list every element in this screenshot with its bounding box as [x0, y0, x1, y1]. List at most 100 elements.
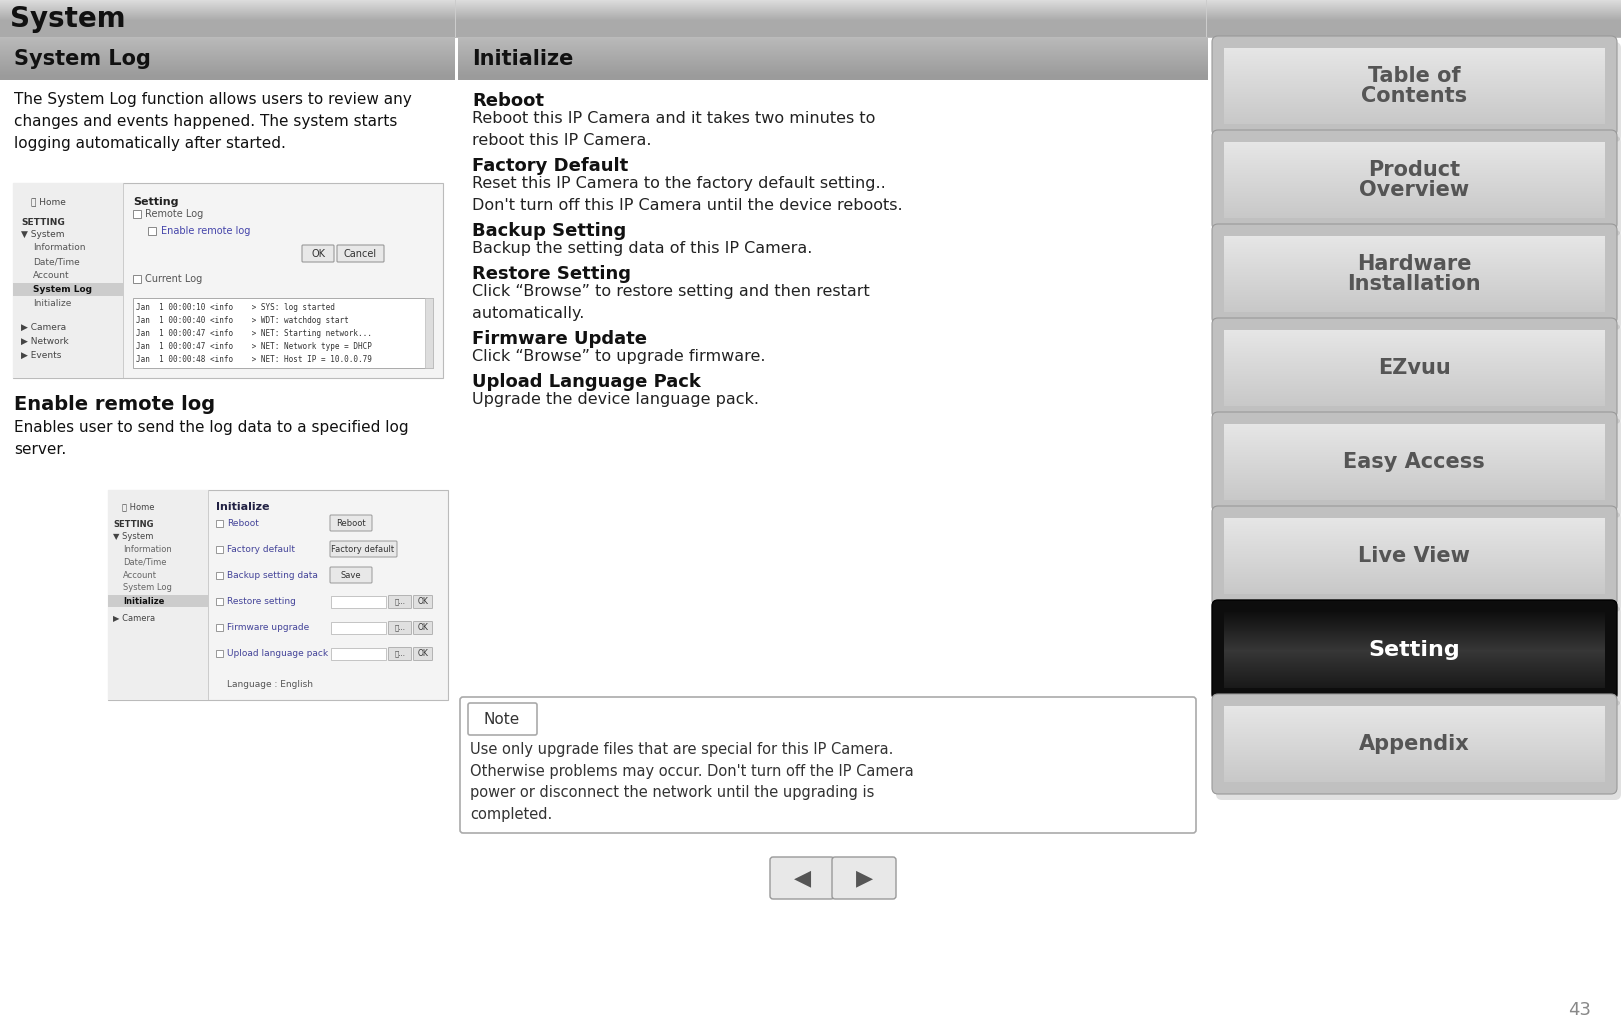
Bar: [109, 490, 447, 700]
Text: Table of: Table of: [1368, 66, 1461, 86]
FancyBboxPatch shape: [1216, 606, 1621, 706]
Text: ▶ Camera: ▶ Camera: [21, 323, 66, 332]
Text: Save: Save: [340, 571, 361, 580]
FancyBboxPatch shape: [1213, 130, 1618, 230]
Text: Setting: Setting: [133, 197, 178, 207]
Text: Product: Product: [1368, 160, 1461, 180]
FancyBboxPatch shape: [1216, 512, 1621, 612]
Text: Easy Access: Easy Access: [1344, 452, 1485, 472]
Text: SETTING: SETTING: [21, 218, 65, 227]
Text: ▶ Camera: ▶ Camera: [113, 613, 156, 622]
Text: Firmware upgrade: Firmware upgrade: [227, 622, 310, 632]
Text: Upgrade the device language pack.: Upgrade the device language pack.: [472, 392, 759, 407]
FancyBboxPatch shape: [389, 621, 412, 635]
FancyBboxPatch shape: [337, 245, 384, 262]
Text: Note: Note: [485, 711, 520, 727]
FancyBboxPatch shape: [1216, 324, 1621, 424]
Text: ▶ Events: ▶ Events: [21, 351, 62, 360]
Text: Hardware: Hardware: [1357, 254, 1472, 275]
FancyBboxPatch shape: [460, 697, 1196, 833]
Text: Information: Information: [32, 244, 86, 253]
Text: Cancel: Cancel: [344, 249, 376, 259]
Bar: [133, 209, 141, 218]
Text: ▼ System: ▼ System: [21, 230, 65, 239]
Bar: [13, 183, 123, 378]
Text: Account: Account: [123, 571, 157, 580]
Text: System Log: System Log: [15, 49, 151, 69]
Text: automatically.: automatically.: [472, 307, 585, 321]
FancyBboxPatch shape: [1213, 224, 1618, 324]
Text: EZvuu: EZvuu: [1378, 358, 1451, 378]
Text: Jan  1 00:00:47 <info    > NET: Starting network...: Jan 1 00:00:47 <info > NET: Starting net…: [136, 329, 371, 338]
Text: The System Log function allows users to review any
changes and events happened. : The System Log function allows users to …: [15, 92, 412, 152]
Text: Current Log: Current Log: [144, 275, 203, 284]
Text: Live View: Live View: [1358, 546, 1470, 566]
Bar: [109, 490, 207, 700]
Text: Upload Language Pack: Upload Language Pack: [472, 373, 700, 391]
Text: Overview: Overview: [1358, 180, 1469, 200]
Bar: [109, 595, 207, 607]
Text: Reboot: Reboot: [227, 518, 259, 527]
Text: Factory Default: Factory Default: [472, 157, 629, 175]
Bar: [216, 598, 224, 605]
Text: reboot this IP Camera.: reboot this IP Camera.: [472, 133, 652, 148]
Text: System Log: System Log: [32, 286, 92, 294]
FancyBboxPatch shape: [1216, 230, 1621, 330]
Text: OK: OK: [311, 249, 324, 259]
Text: Language : English: Language : English: [227, 680, 313, 689]
Text: Factory default: Factory default: [331, 545, 394, 553]
Text: 瀏...: 瀏...: [394, 599, 405, 606]
Bar: [148, 227, 156, 235]
Bar: [216, 624, 224, 631]
FancyBboxPatch shape: [770, 857, 833, 899]
Text: Backup Setting: Backup Setting: [472, 222, 626, 240]
Text: Reboot: Reboot: [472, 92, 545, 110]
Text: Don't turn off this IP Camera until the device reboots.: Don't turn off this IP Camera until the …: [472, 198, 903, 213]
Text: Factory default: Factory default: [227, 545, 295, 553]
Text: OK: OK: [418, 598, 428, 607]
Text: Enable remote log: Enable remote log: [160, 226, 250, 236]
Text: Jan  1 00:00:40 <info    > WDT: watchdog start: Jan 1 00:00:40 <info > WDT: watchdog sta…: [136, 316, 349, 325]
Text: Enables user to send the log data to a specified log
server.: Enables user to send the log data to a s…: [15, 420, 408, 457]
Text: Reboot: Reboot: [336, 518, 366, 527]
FancyBboxPatch shape: [1216, 700, 1621, 800]
Text: Use only upgrade files that are special for this IP Camera.
Otherwise problems m: Use only upgrade files that are special …: [470, 742, 914, 821]
Text: Click “Browse” to upgrade firmware.: Click “Browse” to upgrade firmware.: [472, 349, 765, 364]
FancyBboxPatch shape: [389, 595, 412, 609]
Text: Contents: Contents: [1362, 86, 1467, 106]
Bar: [216, 546, 224, 553]
Bar: [13, 183, 443, 378]
Text: Backup setting data: Backup setting data: [227, 571, 318, 580]
Text: Firmware Update: Firmware Update: [472, 330, 647, 348]
Bar: [331, 596, 386, 608]
FancyBboxPatch shape: [331, 567, 371, 583]
FancyBboxPatch shape: [1216, 42, 1621, 142]
FancyBboxPatch shape: [302, 245, 334, 262]
Bar: [331, 622, 386, 634]
Text: Initialize: Initialize: [472, 49, 574, 69]
Text: Backup the setting data of this IP Camera.: Backup the setting data of this IP Camer…: [472, 241, 812, 256]
FancyBboxPatch shape: [832, 857, 896, 899]
FancyBboxPatch shape: [1216, 136, 1621, 236]
Text: 瀏...: 瀏...: [394, 651, 405, 657]
Bar: [133, 298, 433, 368]
Text: ▼ System: ▼ System: [113, 533, 154, 541]
FancyBboxPatch shape: [331, 515, 371, 531]
Text: 43: 43: [1569, 1001, 1592, 1019]
Text: Information: Information: [123, 545, 172, 553]
Text: Enable remote log: Enable remote log: [15, 395, 216, 414]
Text: Appendix: Appendix: [1358, 734, 1469, 754]
Text: Date/Time: Date/Time: [123, 557, 167, 567]
FancyBboxPatch shape: [413, 621, 433, 635]
FancyBboxPatch shape: [389, 647, 412, 660]
Text: OK: OK: [418, 623, 428, 633]
Text: ▶: ▶: [856, 868, 872, 888]
Text: Initialize: Initialize: [216, 502, 269, 512]
Bar: [216, 520, 224, 527]
FancyBboxPatch shape: [331, 541, 397, 557]
Text: System: System: [10, 5, 125, 33]
Bar: [216, 650, 224, 657]
Text: Click “Browse” to restore setting and then restart: Click “Browse” to restore setting and th…: [472, 284, 870, 299]
Bar: [133, 275, 141, 283]
Text: Date/Time: Date/Time: [32, 258, 79, 266]
